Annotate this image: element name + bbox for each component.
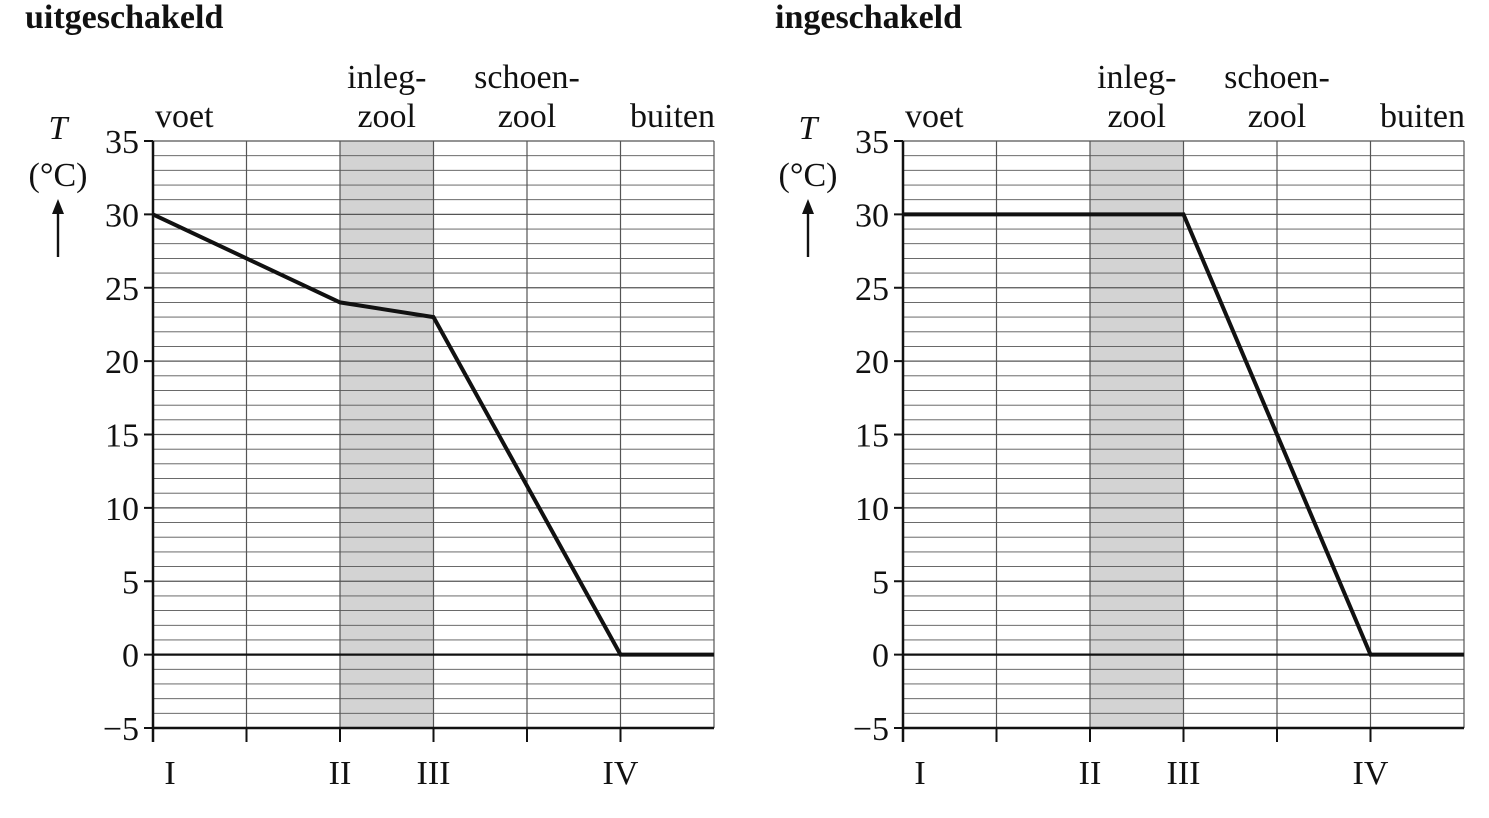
x-position-label: I xyxy=(914,755,925,792)
y-tick-label: 5 xyxy=(122,564,139,601)
y-tick-label: −5 xyxy=(853,711,889,748)
y-tick-label: 10 xyxy=(855,491,889,528)
region-label: zool xyxy=(357,98,416,135)
y-tick-label: 30 xyxy=(105,197,139,234)
y-tick-label: 15 xyxy=(855,418,889,455)
region-label: zool xyxy=(498,98,557,135)
region-label: zool xyxy=(1107,98,1166,135)
region-label: zool xyxy=(1248,98,1307,135)
region-label: inleg- xyxy=(1097,59,1176,96)
x-position-label: II xyxy=(1079,755,1102,792)
x-position-label: II xyxy=(329,755,352,792)
x-position-label: IV xyxy=(1353,755,1389,792)
panel-title: uitgeschakeld xyxy=(25,0,223,36)
x-position-label: III xyxy=(417,755,451,792)
region-label: schoen- xyxy=(1224,59,1330,96)
y-tick-label: 20 xyxy=(855,344,889,381)
y-tick-label: 10 xyxy=(105,491,139,528)
region-label: inleg- xyxy=(347,59,426,96)
y-axis-symbol: T xyxy=(49,110,70,147)
x-position-label: I xyxy=(164,755,175,792)
y-tick-label: 25 xyxy=(105,271,139,308)
y-tick-label: 15 xyxy=(105,418,139,455)
y-tick-label: 20 xyxy=(105,344,139,381)
y-axis-unit: (°C) xyxy=(779,157,838,194)
y-tick-label: 0 xyxy=(872,638,889,675)
y-tick-label: 25 xyxy=(855,271,889,308)
x-position-label: III xyxy=(1167,755,1201,792)
region-label: buiten xyxy=(1380,98,1465,135)
region-label: buiten xyxy=(630,98,715,135)
panel-title: ingeschakeld xyxy=(775,0,962,36)
region-label: voet xyxy=(155,98,214,135)
y-axis-symbol: T xyxy=(799,110,820,147)
region-label: voet xyxy=(905,98,964,135)
x-position-label: IV xyxy=(603,755,639,792)
y-axis-unit: (°C) xyxy=(29,157,88,194)
y-tick-label: 0 xyxy=(122,638,139,675)
up-arrow-head-icon xyxy=(52,199,64,214)
y-tick-label: 5 xyxy=(872,564,889,601)
y-tick-label: 30 xyxy=(855,197,889,234)
up-arrow-head-icon xyxy=(802,199,814,214)
series-line xyxy=(903,212,1464,657)
region-label: schoen- xyxy=(474,59,580,96)
y-tick-label: −5 xyxy=(103,711,139,748)
y-tick-label: 35 xyxy=(105,124,139,161)
y-tick-label: 35 xyxy=(855,124,889,161)
